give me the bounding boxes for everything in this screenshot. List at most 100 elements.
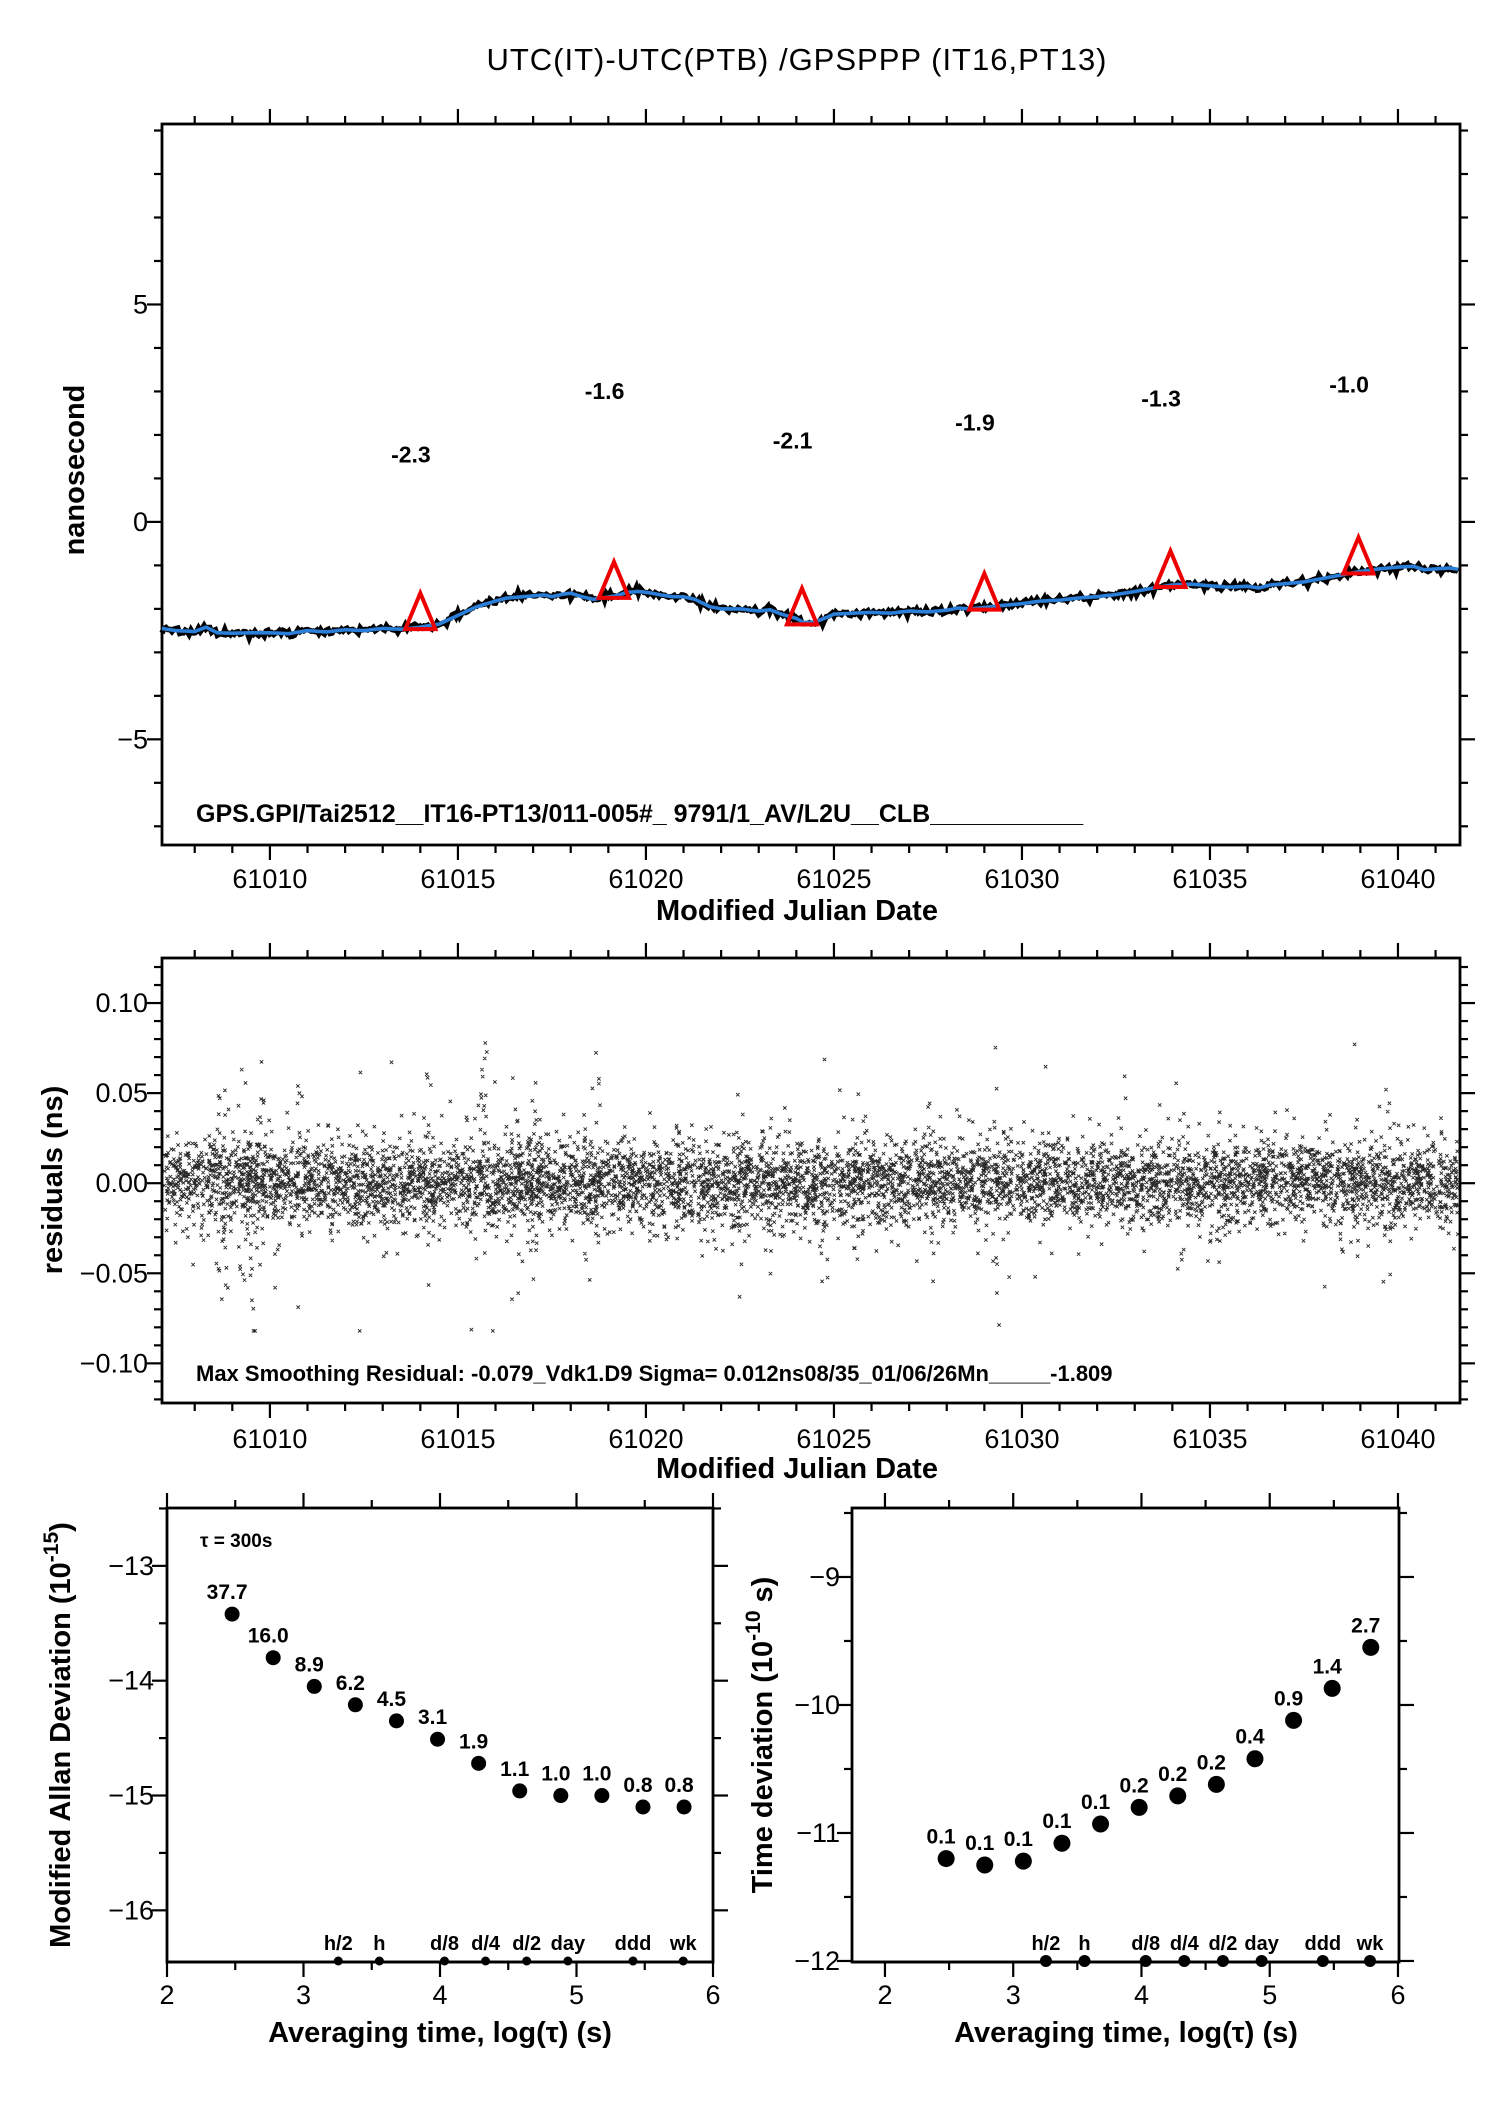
- time-marker-label: d/2: [1208, 1933, 1237, 1955]
- deviation-value-label: 37.7: [207, 1581, 248, 1604]
- panel-axes-residuals: 61010 61015 61020 61025 61030 61035 61040 0.10 0…: [80, 943, 1475, 1454]
- x-tick-label: 61025: [796, 1424, 871, 1454]
- deviation-point: [676, 1799, 692, 1815]
- x-tick-label: 2: [159, 1980, 174, 2010]
- mdev-y-axis-title: Modified Allan Deviation (10-15): [40, 1522, 77, 1948]
- time-marker-label: h: [1078, 1933, 1090, 1955]
- x-tick-label: 61020: [608, 864, 683, 894]
- deviation-point: [553, 1788, 569, 1804]
- deviation-point: [976, 1856, 994, 1874]
- calibration-value-label: -2.3: [391, 441, 431, 467]
- time-marker-label: wk: [1356, 1933, 1385, 1955]
- time-marker-label: h/2: [324, 1933, 353, 1955]
- deviation-point: [306, 1678, 322, 1694]
- x-tick-label: 61030: [984, 1424, 1059, 1454]
- x-tick-label: 61040: [1360, 864, 1435, 894]
- time-marker-label: day: [1244, 1933, 1279, 1955]
- x-tick-label: 2: [877, 1980, 892, 2010]
- deviation-value-label: 6.2: [336, 1672, 365, 1695]
- panel-axes-mdev: 2 3 4 5 6 −13 −14 −15 −16: [108, 1493, 728, 2010]
- deviation-value-label: 0.1: [965, 1832, 995, 1855]
- x-tick-label: 5: [569, 1980, 584, 2010]
- time-marker-label: d/4: [1170, 1933, 1200, 1955]
- deviation-point: [1053, 1834, 1071, 1852]
- smoothed-curve: [161, 564, 1459, 636]
- deviation-value-label: 0.2: [1197, 1751, 1226, 1774]
- deviation-point: [430, 1731, 446, 1747]
- x-tick-label: 61035: [1172, 1424, 1247, 1454]
- deviation-point: [224, 1606, 240, 1622]
- deviation-value-label: 1.9: [459, 1730, 488, 1753]
- time-marker-label: d/8: [430, 1933, 459, 1955]
- axes-box: [160, 122, 1462, 847]
- time-marker-label: ddd: [615, 1933, 652, 1955]
- x-tick-label: 61015: [420, 864, 495, 894]
- deviation-value-label: 1.1: [500, 1758, 530, 1781]
- deviation-point: [1285, 1711, 1303, 1729]
- panel-axes-utc-difference: 61010 61015 61020 61025 61030 61035 61040 −5 0 5: [117, 109, 1475, 894]
- residuals-annotation: Max Smoothing Residual: -0.079_Vdk1.D9 S…: [196, 1361, 1113, 1386]
- x-tick-label: 61020: [608, 1424, 683, 1454]
- calibration-triangle-marker: [783, 583, 820, 627]
- tdev-y-axis-title: Time deviation (10-10 s): [742, 1577, 779, 1894]
- y-tick-label: 0.10: [95, 988, 148, 1018]
- x-tick-label: 61030: [984, 864, 1059, 894]
- time-marker-label: d/4: [471, 1933, 501, 1955]
- deviation-point: [1092, 1815, 1110, 1833]
- time-marker-label: d/2: [512, 1933, 541, 1955]
- y-tick-label: −11: [796, 1818, 840, 1848]
- x-tick-label: 5: [1262, 1980, 1277, 2010]
- deviation-value-label: 1.0: [582, 1763, 611, 1786]
- calibration-value-label: -2.1: [773, 427, 813, 453]
- top-panel-x-axis-title: Modified Julian Date: [656, 895, 938, 927]
- calibration-value-label: -1.6: [585, 378, 625, 404]
- utc-difference-plot: -2.3 -1.6 -2.1 -1.9 -1.3 -1.0: [159, 372, 1460, 646]
- axes-box: [160, 956, 1462, 1405]
- deviation-value-label: 0.4: [1235, 1726, 1265, 1749]
- deviation-value-label: 3.1: [418, 1706, 448, 1729]
- x-tick-label: 6: [705, 1980, 720, 2010]
- y-tick-label: 0.00: [95, 1168, 148, 1198]
- y-tick-label: 0.05: [95, 1078, 148, 1108]
- mdev-x-axis-title: Averaging time, log(τ) (s): [268, 2017, 612, 2049]
- x-tick-label: 4: [1134, 1980, 1149, 2010]
- deviation-point: [1362, 1638, 1380, 1656]
- y-tick-label: −16: [108, 1895, 154, 1925]
- deviation-value-label: 0.9: [1274, 1687, 1303, 1710]
- time-marker-label: d/8: [1131, 1933, 1160, 1955]
- deviation-value-label: 0.1: [927, 1826, 957, 1849]
- deviation-point: [1130, 1798, 1148, 1816]
- top-panel-y-axis-title: nanosecond: [59, 385, 91, 556]
- axes-box: [850, 1506, 1401, 1964]
- x-tick-label: 61025: [796, 864, 871, 894]
- deviation-value-label: 0.2: [1120, 1774, 1149, 1797]
- deviation-value-label: 0.8: [623, 1774, 653, 1797]
- x-tick-label: 61010: [232, 1424, 307, 1454]
- time-marker-label: ddd: [1304, 1933, 1341, 1955]
- figure-title: UTC(IT)-UTC(PTB) /GPSPPP (IT16,PT13): [486, 42, 1107, 77]
- y-tick-label: −5: [117, 724, 148, 754]
- deviation-point: [1246, 1750, 1264, 1768]
- deviation-value-label: 0.1: [1004, 1828, 1034, 1851]
- tdev-x-axis-title: Averaging time, log(τ) (s): [954, 2017, 1298, 2049]
- x-tick-label: 3: [296, 1980, 311, 2010]
- residuals-scatter-plot: [162, 1040, 1460, 1333]
- residual-points: [162, 1040, 1460, 1333]
- calibration-triangle-marker: [595, 556, 632, 600]
- tdev-plot: h/2 h d/8 d/4 d/2 day ddd wk 0.1 0.1 0.1 0.1 0.1 0.2 0…: [852, 1614, 1399, 1967]
- deviation-value-label: 0.1: [1081, 1791, 1111, 1814]
- deviation-value-label: 0.8: [664, 1774, 694, 1797]
- y-tick-label: −13: [108, 1551, 154, 1581]
- calibration-value-label: -1.9: [955, 410, 995, 436]
- residuals-y-axis-title: residuals (ns): [37, 1086, 69, 1275]
- y-tick-label: 0: [133, 507, 148, 537]
- calibration-triangle-marker: [1340, 532, 1377, 576]
- deviation-value-label: 1.0: [541, 1763, 570, 1786]
- curve-noise-envelope: [159, 560, 1460, 646]
- y-tick-label: −10: [794, 1690, 840, 1720]
- deviation-value-label: 4.5: [377, 1688, 407, 1711]
- time-marker-label: wk: [669, 1933, 698, 1955]
- time-marker-label: h: [373, 1933, 385, 1955]
